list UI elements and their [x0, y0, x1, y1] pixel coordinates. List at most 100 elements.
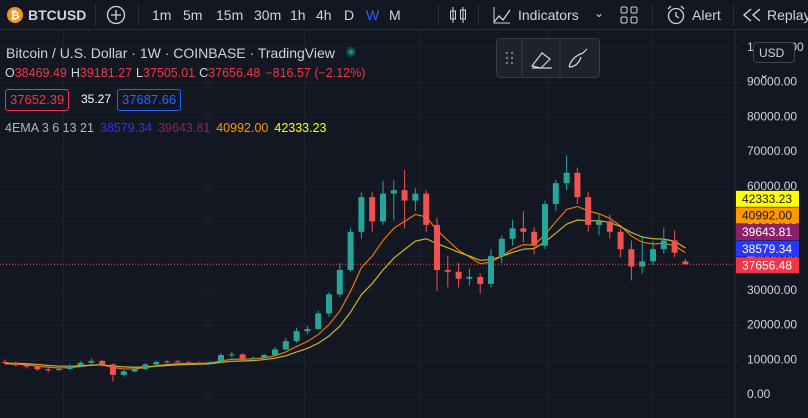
- ema-value: 40992.00: [216, 121, 269, 135]
- candle-body: [272, 349, 278, 356]
- currency: USD: [759, 46, 785, 60]
- interval-option[interactable]: D: [344, 7, 355, 23]
- ohlc-value: 39181.27: [79, 66, 133, 80]
- alert-icon[interactable]: [665, 4, 687, 26]
- replay[interactable]: Replay: [767, 7, 808, 23]
- candle-body: [304, 329, 311, 332]
- add-symbol[interactable]: [106, 5, 126, 25]
- candle-body: [239, 354, 246, 359]
- candle-body: [12, 362, 19, 366]
- candle-body: [617, 231, 624, 250]
- ohlc-key: H: [70, 66, 80, 80]
- candle-body: [66, 365, 73, 369]
- ema-value: 42333.23: [274, 121, 327, 135]
- candle-body: [563, 172, 570, 184]
- ohlc-key: O: [5, 66, 15, 80]
- ohlc-value: 38469.49: [14, 66, 67, 80]
- y-tick-label: 70000.00: [747, 144, 797, 158]
- ema-line: [4, 205, 686, 370]
- symbol-icon: ₿: [7, 7, 23, 23]
- candle-body: [412, 193, 419, 201]
- replay-icon[interactable]: [742, 7, 762, 23]
- candle-body: [380, 193, 386, 222]
- indicators[interactable]: Indicators: [518, 7, 579, 23]
- y-tick-label: 0.00: [747, 387, 771, 401]
- candle-body: [509, 228, 516, 239]
- candle-body: [477, 276, 484, 284]
- layout-icon[interactable]: [620, 6, 638, 24]
- currency-select[interactable]: USD ⌄: [753, 42, 795, 81]
- ema-price-label-bg: [736, 240, 799, 257]
- candle-body: [110, 364, 116, 375]
- candle-body: [390, 190, 397, 194]
- chart: 0.0010000.0020000.0030000.0040000.005000…: [0, 30, 804, 418]
- sell-price[interactable]: 37652.39: [5, 89, 70, 111]
- y-tick-label: 30000.00: [747, 283, 797, 297]
- live-dot: [345, 47, 356, 57]
- candle-body: [315, 313, 322, 330]
- symbol[interactable]: BTCUSD: [28, 7, 87, 23]
- candle-body: [34, 366, 41, 370]
- interval-option[interactable]: W: [366, 7, 380, 23]
- y-tick-label: 60000.00: [747, 179, 797, 193]
- candle-body: [131, 368, 138, 372]
- candle-body: [585, 197, 592, 225]
- legend-title: Bitcoin / U.S. Dollar · 1W · COINBASE · …: [6, 45, 357, 61]
- candle-body: [358, 197, 365, 232]
- chart-type[interactable]: [449, 5, 467, 25]
- spread: 35.27: [81, 92, 112, 106]
- candle-body: [369, 197, 376, 222]
- candle-body: [326, 294, 332, 314]
- y-tick-label: 20000.00: [747, 318, 797, 332]
- drawing-toolbar: [496, 38, 600, 78]
- candle-body: [153, 362, 160, 365]
- dropdown-caret[interactable]: ⌄: [594, 6, 605, 20]
- ohlc-key: C: [199, 66, 209, 80]
- candle-body: [682, 261, 689, 265]
- candle-body: [628, 249, 635, 267]
- last-price-label-bg: [736, 257, 799, 274]
- candle-body: [336, 270, 343, 295]
- ema-legend: 4EMA 3 6 13 21 38579.34 39643.81 40992.00 42…: [5, 121, 327, 135]
- ema-value: 39643.81: [158, 121, 211, 135]
- candle-body: [23, 365, 30, 367]
- ema-price-label: 42333.23: [742, 192, 792, 206]
- svg-text:₿: ₿: [11, 10, 20, 22]
- brush[interactable]: [568, 48, 588, 68]
- y-tick-label: 10000.00: [747, 352, 797, 366]
- candle-body: [466, 276, 473, 279]
- candle-body: [498, 238, 505, 257]
- interval-option[interactable]: 30m: [254, 7, 282, 23]
- buy-price[interactable]: 37687.66: [117, 89, 182, 111]
- top-toolbar: ₿ BTCUSD 1m 5m 15m 30m 1h 4h D W M Indicators ⌄ …: [0, 0, 808, 30]
- alert[interactable]: Alert: [692, 7, 721, 23]
- candle-body: [347, 231, 354, 271]
- candle-body: [174, 361, 181, 363]
- candle-body: [542, 204, 548, 246]
- highlighter[interactable]: [530, 52, 552, 69]
- candle-body: [250, 357, 257, 359]
- candle-body: [671, 240, 678, 253]
- interval-option[interactable]: 1m: [152, 7, 172, 23]
- ohlc-value: 37656.48: [208, 66, 261, 80]
- ema-price-label-bg: [736, 207, 799, 224]
- interval-option[interactable]: 1h: [290, 7, 306, 23]
- interval-option[interactable]: 4h: [316, 7, 332, 23]
- instrument: Bitcoin / U.S. Dollar: [6, 45, 128, 61]
- interval-option[interactable]: 5m: [183, 7, 203, 23]
- candle-body: [455, 271, 462, 279]
- exchange: COINBASE: [173, 45, 246, 61]
- candle-body: [531, 231, 538, 246]
- interval-option[interactable]: M: [389, 7, 401, 23]
- source: TradingView: [257, 45, 335, 61]
- candle-body: [423, 193, 430, 225]
- candle-body: [196, 362, 203, 364]
- candle-body: [282, 341, 289, 350]
- ema-price-label: 39643.81: [742, 225, 792, 239]
- drawing-tools: [505, 39, 588, 77]
- candle-body: [660, 240, 667, 250]
- indicators-icon[interactable]: [492, 5, 512, 25]
- candle-body: [142, 364, 149, 369]
- interval-option[interactable]: 15m: [216, 7, 244, 23]
